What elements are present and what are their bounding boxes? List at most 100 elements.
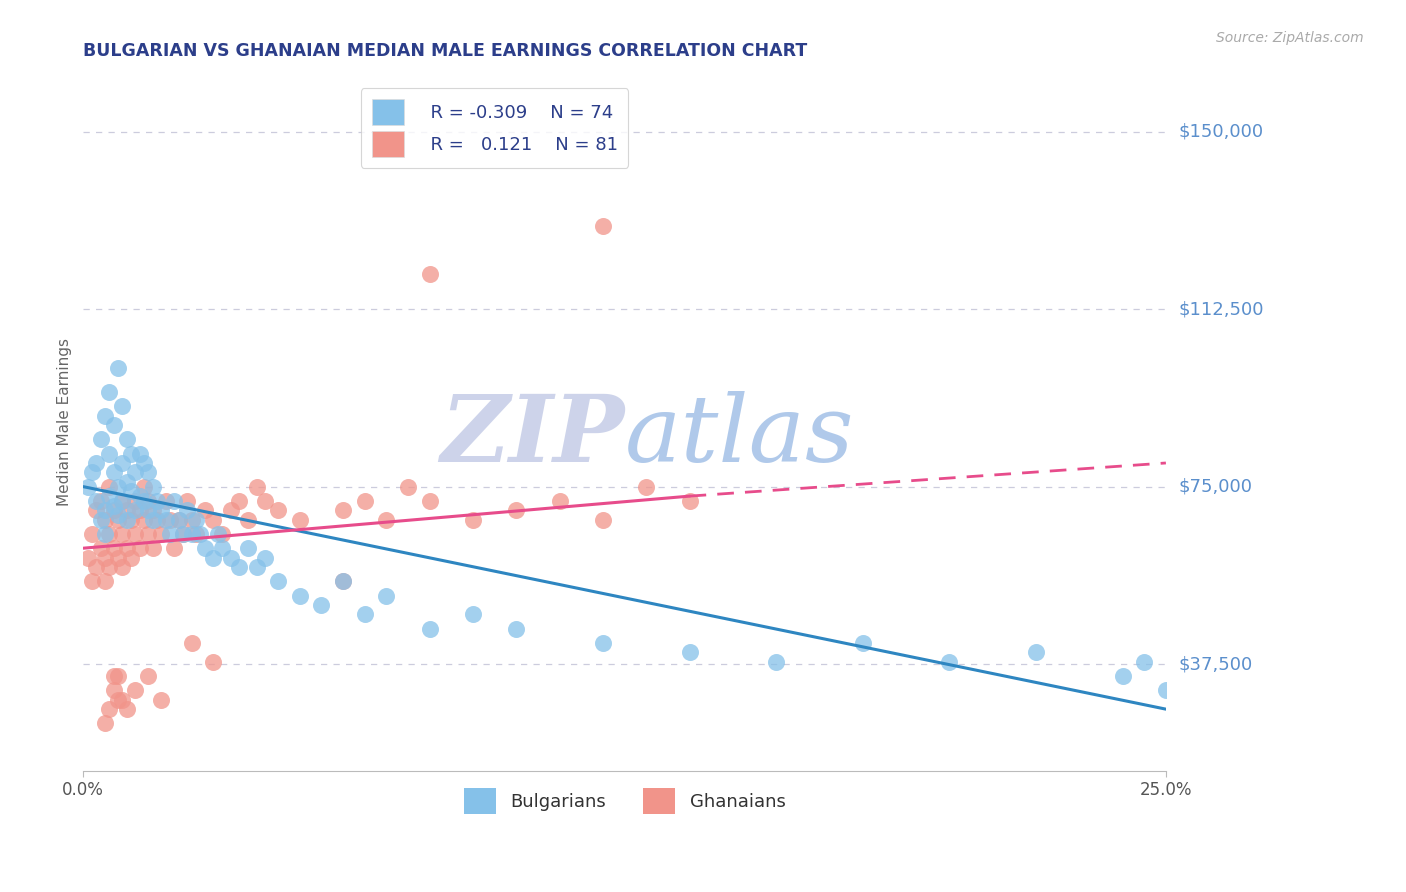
- Point: [107, 513, 129, 527]
- Text: $75,000: $75,000: [1178, 477, 1253, 496]
- Point: [678, 645, 700, 659]
- Point: [193, 503, 215, 517]
- Point: [150, 527, 173, 541]
- Point: [142, 503, 165, 517]
- Point: [115, 702, 138, 716]
- Point: [167, 513, 190, 527]
- Point: [142, 541, 165, 556]
- Point: [1154, 683, 1177, 698]
- Point: [176, 503, 198, 517]
- Point: [353, 607, 375, 622]
- Point: [111, 560, 134, 574]
- Point: [254, 550, 277, 565]
- Point: [103, 683, 125, 698]
- Point: [98, 560, 121, 574]
- Point: [419, 493, 441, 508]
- Point: [159, 527, 181, 541]
- Point: [311, 598, 333, 612]
- Point: [90, 433, 112, 447]
- Point: [94, 716, 117, 731]
- Point: [111, 456, 134, 470]
- Point: [80, 466, 103, 480]
- Point: [150, 503, 173, 517]
- Point: [90, 513, 112, 527]
- Point: [375, 513, 398, 527]
- Point: [180, 513, 202, 527]
- Point: [159, 513, 181, 527]
- Text: $37,500: $37,500: [1178, 656, 1253, 673]
- Point: [267, 574, 290, 589]
- Point: [142, 513, 165, 527]
- Point: [207, 527, 229, 541]
- Point: [103, 541, 125, 556]
- Point: [132, 493, 155, 508]
- Point: [128, 503, 150, 517]
- Point: [375, 589, 398, 603]
- Point: [115, 513, 138, 527]
- Point: [103, 503, 125, 517]
- Point: [592, 219, 614, 234]
- Point: [228, 560, 250, 574]
- Point: [155, 493, 177, 508]
- Point: [184, 513, 207, 527]
- Point: [461, 607, 484, 622]
- Point: [1025, 645, 1047, 659]
- Text: $150,000: $150,000: [1178, 122, 1264, 141]
- Point: [111, 692, 134, 706]
- Point: [107, 508, 129, 522]
- Point: [84, 503, 107, 517]
- Point: [111, 527, 134, 541]
- Point: [193, 541, 215, 556]
- Point: [132, 513, 155, 527]
- Point: [120, 513, 142, 527]
- Point: [288, 589, 311, 603]
- Point: [136, 527, 159, 541]
- Text: atlas: atlas: [624, 391, 853, 481]
- Point: [111, 493, 134, 508]
- Point: [188, 527, 211, 541]
- Point: [180, 636, 202, 650]
- Point: [852, 636, 875, 650]
- Point: [80, 574, 103, 589]
- Point: [84, 493, 107, 508]
- Point: [184, 527, 207, 541]
- Point: [219, 550, 242, 565]
- Point: [396, 480, 419, 494]
- Point: [505, 622, 527, 636]
- Point: [124, 466, 146, 480]
- Point: [332, 503, 354, 517]
- Point: [90, 493, 112, 508]
- Point: [245, 480, 267, 494]
- Point: [332, 574, 354, 589]
- Point: [136, 466, 159, 480]
- Point: [90, 541, 112, 556]
- Legend: Bulgarians, Ghanaians: Bulgarians, Ghanaians: [453, 777, 796, 824]
- Point: [107, 550, 129, 565]
- Point: [115, 503, 138, 517]
- Point: [176, 493, 198, 508]
- Point: [120, 550, 142, 565]
- Point: [115, 433, 138, 447]
- Point: [120, 484, 142, 499]
- Point: [128, 541, 150, 556]
- Point: [228, 493, 250, 508]
- Point: [111, 399, 134, 413]
- Point: [211, 541, 233, 556]
- Point: [136, 493, 159, 508]
- Text: $112,500: $112,500: [1178, 300, 1264, 318]
- Point: [132, 456, 155, 470]
- Point: [98, 446, 121, 460]
- Point: [172, 527, 194, 541]
- Point: [146, 513, 169, 527]
- Y-axis label: Median Male Earnings: Median Male Earnings: [58, 337, 72, 506]
- Point: [636, 480, 658, 494]
- Point: [219, 503, 242, 517]
- Point: [76, 480, 98, 494]
- Point: [592, 636, 614, 650]
- Point: [84, 560, 107, 574]
- Point: [136, 669, 159, 683]
- Point: [419, 267, 441, 281]
- Point: [94, 527, 117, 541]
- Point: [155, 513, 177, 527]
- Point: [107, 361, 129, 376]
